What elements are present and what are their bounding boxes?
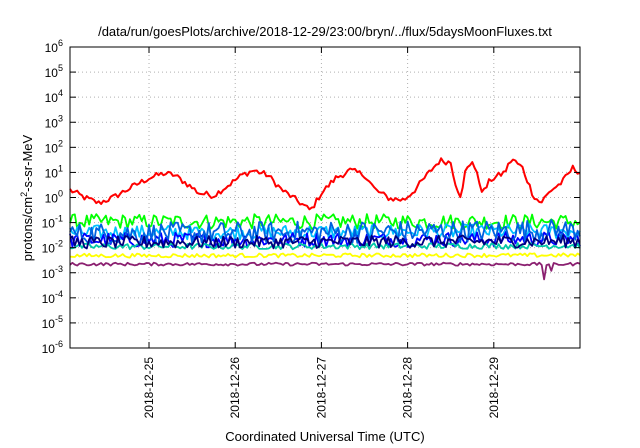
- axis-ticks: 10-610-510-410-310-210-11001011021031041…: [42, 38, 580, 418]
- y-tick-base: 10: [45, 166, 59, 180]
- y-axis-title-superscript: 2: [19, 192, 29, 197]
- y-tick-label: 106: [45, 38, 63, 55]
- chart-title: /data/run/goesPlots/archive/2018-12-29/2…: [98, 24, 552, 39]
- y-tick-label: 103: [45, 113, 63, 130]
- y-tick-base: 10: [45, 91, 59, 105]
- series-line: [69, 261, 581, 281]
- y-tick-label: 101: [45, 163, 63, 180]
- x-axis-title: Coordinated Universal Time (UTC): [225, 429, 424, 444]
- y-tick-exponent: 5: [58, 63, 63, 73]
- y-tick-base: 10: [42, 292, 56, 306]
- y-tick-exponent: -1: [55, 214, 63, 224]
- y-axis-title-base: protons/cm: [20, 197, 35, 261]
- y-tick-exponent: -5: [55, 314, 63, 324]
- y-tick-label: 10-2: [42, 239, 63, 256]
- y-tick-label: 102: [45, 138, 63, 155]
- x-tick-label: 2018-12-25: [142, 357, 156, 419]
- y-tick-exponent: -4: [55, 289, 63, 299]
- x-tick-label: 2018-12-29: [487, 357, 501, 419]
- y-tick-label: 10-4: [42, 289, 63, 306]
- y-tick-label: 10-3: [42, 264, 63, 281]
- series-line: [69, 234, 581, 250]
- series-line: [69, 218, 581, 246]
- y-tick-label: 100: [45, 189, 63, 206]
- y-tick-exponent: 0: [58, 189, 63, 199]
- y-tick-label: 10-1: [42, 214, 63, 231]
- y-tick-label: 10-6: [42, 339, 63, 356]
- y-tick-label: 10-5: [42, 314, 63, 331]
- y-tick-base: 10: [42, 342, 56, 356]
- y-tick-exponent: 4: [58, 88, 63, 98]
- y-tick-exponent: 6: [58, 38, 63, 48]
- series-line: [69, 213, 581, 230]
- x-tick-label: 2018-12-28: [401, 357, 415, 419]
- y-tick-base: 10: [42, 242, 56, 256]
- series-lines: [69, 157, 581, 281]
- series-line: [69, 157, 581, 211]
- x-tick-label: 2018-12-26: [228, 357, 242, 419]
- series-line: [69, 252, 581, 259]
- y-tick-exponent: -3: [55, 264, 63, 274]
- y-tick-exponent: 1: [58, 163, 63, 173]
- y-tick-base: 10: [42, 317, 56, 331]
- y-tick-exponent: -2: [55, 239, 63, 249]
- y-axis-title-rest: -s-sr-MeV: [20, 134, 35, 191]
- series-line: [69, 242, 581, 251]
- y-tick-label: 105: [45, 63, 63, 80]
- y-tick-base: 10: [45, 141, 59, 155]
- y-tick-exponent: 2: [58, 138, 63, 148]
- y-tick-label: 104: [45, 88, 63, 105]
- y-tick-base: 10: [45, 192, 59, 206]
- y-tick-exponent: 3: [58, 113, 63, 123]
- y-axis-title: protons/cm2-s-sr-MeV: [19, 134, 35, 261]
- y-tick-base: 10: [42, 217, 56, 231]
- y-tick-base: 10: [45, 41, 59, 55]
- x-tick-label: 2018-12-27: [314, 357, 328, 419]
- y-tick-exponent: -6: [55, 339, 63, 349]
- y-tick-base: 10: [45, 66, 59, 80]
- y-tick-base: 10: [45, 116, 59, 130]
- y-tick-base: 10: [42, 267, 56, 281]
- grid-lines: [70, 47, 580, 348]
